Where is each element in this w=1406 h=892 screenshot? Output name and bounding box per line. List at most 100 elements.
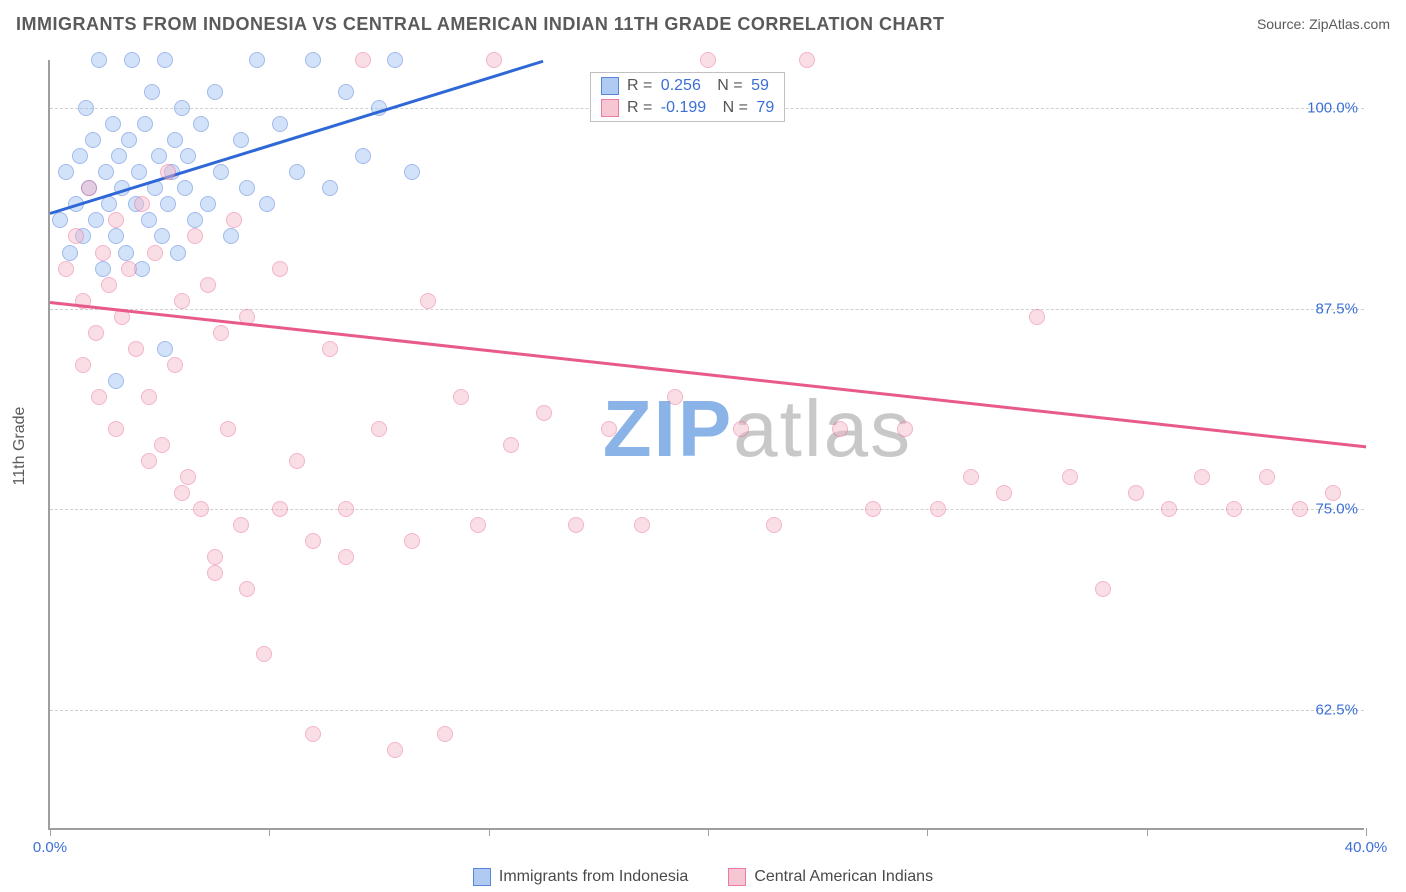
data-point xyxy=(147,245,163,261)
x-tick-label-left: 0.0% xyxy=(33,839,67,856)
data-point xyxy=(1194,469,1210,485)
x-tickmark xyxy=(708,828,709,836)
data-point xyxy=(220,421,236,437)
data-point xyxy=(371,421,387,437)
data-point xyxy=(289,164,305,180)
data-point xyxy=(1292,501,1308,517)
data-point xyxy=(154,228,170,244)
data-point xyxy=(404,533,420,549)
data-point xyxy=(207,84,223,100)
data-point xyxy=(213,164,229,180)
data-point xyxy=(141,212,157,228)
data-point xyxy=(404,164,420,180)
data-point xyxy=(207,565,223,581)
data-point xyxy=(101,196,117,212)
data-point xyxy=(177,180,193,196)
data-point xyxy=(101,277,117,293)
data-point xyxy=(305,726,321,742)
data-point xyxy=(996,485,1012,501)
data-point xyxy=(85,132,101,148)
scatter-plot-area: ZIPatlas 62.5%75.0%87.5%100.0%0.0%40.0%R… xyxy=(48,60,1364,830)
source-attribution: Source: ZipAtlas.com xyxy=(1257,16,1390,32)
data-point xyxy=(118,245,134,261)
data-point xyxy=(453,389,469,405)
data-point xyxy=(108,373,124,389)
data-point xyxy=(338,549,354,565)
data-point xyxy=(187,212,203,228)
data-point xyxy=(124,52,140,68)
data-point xyxy=(634,517,650,533)
data-point xyxy=(91,389,107,405)
data-point xyxy=(249,52,265,68)
y-tick-label: 100.0% xyxy=(1307,100,1358,117)
data-point xyxy=(95,245,111,261)
data-point xyxy=(832,421,848,437)
data-point xyxy=(157,341,173,357)
data-point xyxy=(151,148,167,164)
legend-item-series-2: Central American Indians xyxy=(728,868,933,886)
data-point xyxy=(187,228,203,244)
data-point xyxy=(72,148,88,164)
x-tick-label-right: 40.0% xyxy=(1345,839,1388,856)
data-point xyxy=(1128,485,1144,501)
legend-label-1: Immigrants from Indonesia xyxy=(499,868,688,886)
stats-row: R = -0.199 N = 79 xyxy=(601,97,774,119)
data-point xyxy=(437,726,453,742)
data-point xyxy=(1325,485,1341,501)
y-tick-label: 87.5% xyxy=(1315,300,1358,317)
data-point xyxy=(239,180,255,196)
data-point xyxy=(207,549,223,565)
data-point xyxy=(91,52,107,68)
data-point xyxy=(289,453,305,469)
data-point xyxy=(213,325,229,341)
y-axis-label: 11th Grade xyxy=(11,407,29,486)
data-point xyxy=(338,84,354,100)
stats-row: R = 0.256 N = 59 xyxy=(601,75,774,97)
data-point xyxy=(137,116,153,132)
data-point xyxy=(1259,469,1275,485)
data-point xyxy=(272,501,288,517)
data-point xyxy=(667,389,683,405)
data-point xyxy=(121,261,137,277)
x-tickmark xyxy=(50,828,51,836)
data-point xyxy=(141,389,157,405)
data-point xyxy=(180,148,196,164)
data-point xyxy=(174,293,190,309)
data-point xyxy=(174,485,190,501)
data-point xyxy=(75,357,91,373)
data-point xyxy=(766,517,782,533)
trendline xyxy=(50,301,1366,448)
data-point xyxy=(108,421,124,437)
data-point xyxy=(180,469,196,485)
data-point xyxy=(387,742,403,758)
data-point xyxy=(144,84,160,100)
legend-swatch-2 xyxy=(728,868,746,886)
x-tickmark xyxy=(489,828,490,836)
data-point xyxy=(1161,501,1177,517)
legend-item-series-1: Immigrants from Indonesia xyxy=(473,868,688,886)
data-point xyxy=(52,212,68,228)
data-point xyxy=(322,341,338,357)
data-point xyxy=(95,261,111,277)
data-point xyxy=(733,421,749,437)
stats-swatch xyxy=(601,99,619,117)
data-point xyxy=(930,501,946,517)
data-point xyxy=(355,148,371,164)
data-point xyxy=(128,341,144,357)
x-tickmark xyxy=(1147,828,1148,836)
bottom-legend: Immigrants from Indonesia Central Americ… xyxy=(0,868,1406,886)
data-point xyxy=(170,245,186,261)
data-point xyxy=(108,212,124,228)
stats-text: R = -0.199 N = 79 xyxy=(627,99,774,117)
data-point xyxy=(81,180,97,196)
data-point xyxy=(58,261,74,277)
data-point xyxy=(272,261,288,277)
watermark-atlas: atlas xyxy=(733,384,912,473)
x-tickmark xyxy=(927,828,928,836)
data-point xyxy=(305,533,321,549)
data-point xyxy=(897,421,913,437)
data-point xyxy=(536,405,552,421)
x-tickmark xyxy=(269,828,270,836)
data-point xyxy=(200,277,216,293)
data-point xyxy=(239,581,255,597)
